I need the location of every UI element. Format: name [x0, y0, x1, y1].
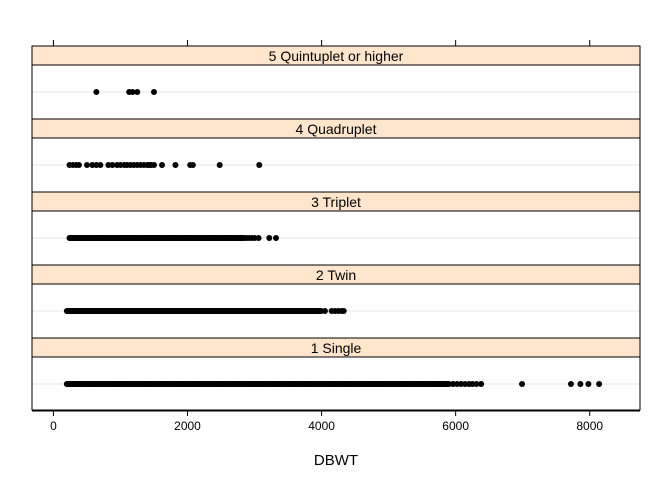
data-point	[273, 235, 280, 241]
data-point	[93, 89, 100, 95]
data-point	[473, 381, 480, 387]
x-tick-label: 4000	[308, 419, 335, 433]
data-point	[216, 162, 223, 168]
bottom-x-ticks	[52, 410, 591, 416]
data-point	[585, 381, 592, 387]
top-x-ticks	[52, 40, 591, 46]
data-point	[75, 162, 82, 168]
strip-label: 4 Quadruplet	[296, 121, 377, 137]
x-axis-title: DBWT	[314, 452, 358, 469]
data-point	[596, 381, 603, 387]
panel: 3 Triplet	[31, 191, 641, 266]
x-tick-label: 8000	[576, 419, 603, 433]
data-point	[172, 162, 179, 168]
panel: 2 Twin	[31, 264, 641, 339]
data-point	[519, 381, 526, 387]
data-point	[151, 162, 158, 168]
data-point	[134, 89, 141, 95]
x-tick-label: 0	[50, 419, 57, 433]
data-point	[159, 162, 166, 168]
x-tick-label: 2000	[174, 419, 201, 433]
data-point	[151, 89, 158, 95]
data-point	[83, 162, 90, 168]
strip-label: 5 Quintuplet or higher	[269, 48, 404, 64]
panel: 1 Single	[31, 337, 641, 412]
strip-label: 1 Single	[311, 340, 362, 356]
panel: 5 Quintuplet or higher	[31, 45, 641, 120]
panels: 5 Quintuplet or higher 4 Quadruplet 3 Trip…	[31, 45, 641, 412]
strip-label: 3 Triplet	[311, 194, 361, 210]
x-tick-label: 6000	[442, 419, 469, 433]
data-point	[340, 308, 347, 314]
data-point	[577, 381, 584, 387]
data-point	[266, 235, 273, 241]
data-point	[321, 308, 328, 314]
data-point	[255, 235, 262, 241]
data-point	[97, 162, 104, 168]
strip-label: 2 Twin	[316, 267, 356, 283]
data-point	[129, 89, 136, 95]
data-point	[256, 162, 263, 168]
x-tick-labels: 0 2000 4000 6000 8000	[50, 419, 603, 433]
data-point	[189, 162, 196, 168]
data-point	[567, 381, 574, 387]
plot-frame	[31, 45, 641, 411]
panel: 4 Quadruplet	[31, 118, 641, 193]
data-point	[478, 381, 485, 387]
data-point	[109, 162, 116, 168]
